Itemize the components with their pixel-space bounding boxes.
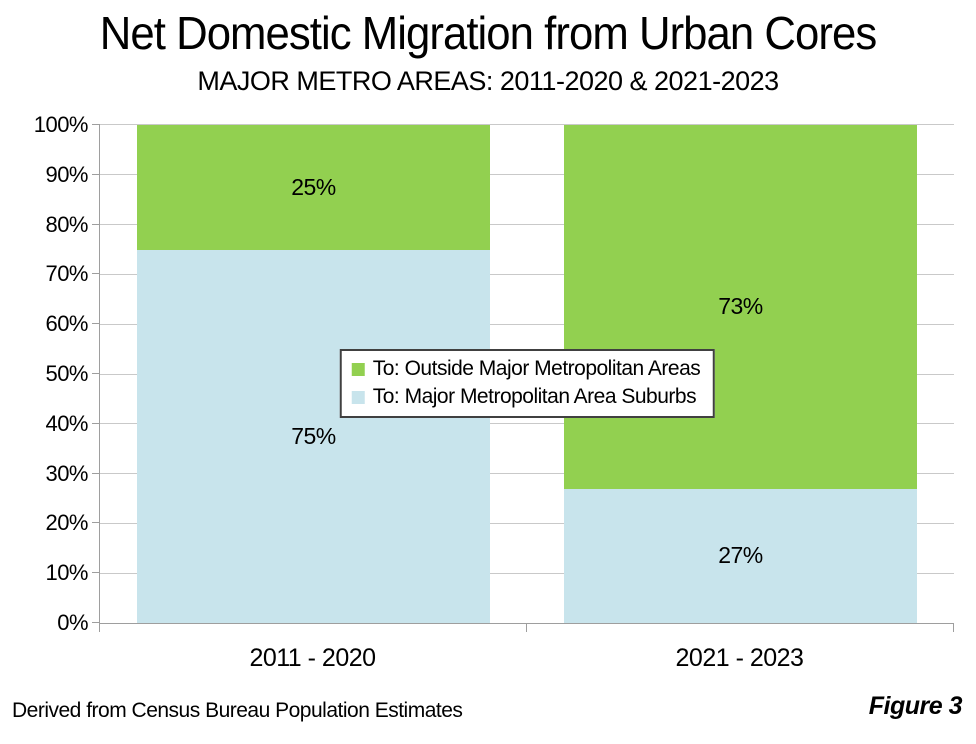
gridline [100, 323, 954, 325]
y-axis-tick-label: 50% [45, 361, 88, 386]
y-axis-tick-label: 100% [33, 112, 89, 137]
legend-swatch-green [351, 362, 365, 376]
legend-label: To: Major Metropolitan Area Suburbs [372, 385, 697, 408]
bar-2021-2023: 27% 73% [564, 125, 917, 623]
legend-label: To: Outside Major Metropolitan Areas [372, 357, 701, 380]
data-label: 73% [718, 293, 763, 320]
chart-subtitle: MAJOR METRO AREAS: 2011-2020 & 2021-2023 [197, 66, 779, 96]
bar-2011-2020: 75% 25% [137, 125, 490, 623]
legend: To: Outside Major Metropolitan Areas To:… [339, 349, 715, 418]
y-axis-tick-label: 80% [45, 211, 88, 237]
data-label: 25% [291, 173, 336, 200]
gridline [100, 522, 954, 524]
gridline [100, 273, 954, 275]
y-axis-tick-label: 0% [57, 610, 88, 635]
y-axis-tick [92, 173, 100, 175]
y-axis-tick [92, 373, 100, 374]
x-axis-category-label: 2021 - 2023 [675, 644, 804, 672]
y-axis-tick-label: 30% [45, 460, 88, 486]
y-axis-tick-label: 10% [45, 560, 88, 586]
y-axis-tick [92, 273, 100, 275]
y-axis-tick [92, 124, 100, 125]
gridline [100, 473, 954, 475]
y-axis-tick [92, 422, 100, 424]
plot-area: 75% 25% 27% 73% To: Outside Major Metropoli… [92, 124, 954, 632]
legend-swatch-blue [351, 390, 365, 404]
bar-segment: 73% [564, 125, 917, 489]
x-axis-labels: 2011 - 2020 2021 - 2023 [0, 644, 976, 684]
source-note: Derived from Census Bureau Population Es… [12, 699, 463, 722]
figure-label: Figure 3 [868, 692, 963, 720]
x-axis-category-label: 2011 - 2020 [249, 644, 376, 672]
y-axis-tick-label: 70% [45, 261, 88, 287]
data-label: 75% [291, 422, 336, 449]
gridline [100, 174, 954, 176]
data-label: 27% [718, 542, 763, 569]
gridline [100, 124, 954, 125]
chart-title: Net Domestic Migration from Urban Cores [99, 7, 877, 59]
y-axis-tick-label: 20% [45, 510, 88, 536]
y-axis-labels: 0% 10% 20% 30% 40% 50% 60% 70% 80% 90% 100% [0, 112, 89, 635]
legend-item-suburbs: To: Major Metropolitan Area Suburbs [351, 385, 701, 409]
bars-layer: 75% 25% 27% 73% [100, 125, 954, 623]
bar-segment: 27% [564, 488, 917, 623]
y-axis-tick-label: 60% [45, 311, 88, 337]
y-axis-tick-label: 40% [45, 410, 88, 436]
legend-item-outside-metros: To: Outside Major Metropolitan Areas [351, 357, 701, 381]
y-axis-tick [92, 522, 100, 524]
gridline [100, 423, 954, 425]
y-axis-tick [92, 223, 100, 225]
gridline [100, 224, 954, 226]
y-axis-tick [92, 472, 100, 474]
x-axis-tick [99, 623, 100, 632]
gridline [100, 572, 954, 574]
y-axis-tick [92, 572, 100, 574]
y-axis-tick-label: 90% [45, 161, 88, 187]
bar-segment: 25% [137, 125, 490, 250]
x-axis-tick [526, 623, 527, 632]
y-axis-tick [92, 622, 100, 623]
x-axis-tick [953, 623, 954, 632]
y-axis-tick [92, 323, 100, 325]
bar-segment: 75% [137, 249, 490, 623]
